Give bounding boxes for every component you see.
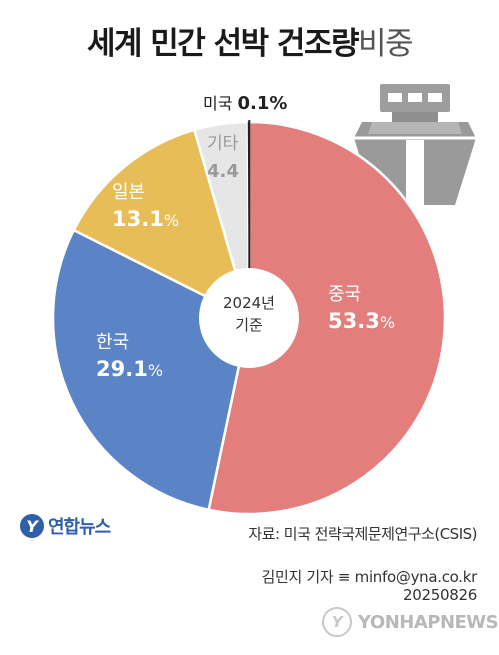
logo-text: 연합뉴스 (48, 513, 110, 539)
slice-korea-value: 29.1% (96, 357, 163, 381)
credit-block: 김민지 기자 ≡ minfo@yna.co.kr 20250826 (261, 568, 477, 604)
yonhap-logo: Y 연합뉴스 (20, 513, 110, 539)
credit-author: 김민지 기자 ≡ minfo@yna.co.kr (261, 568, 477, 586)
slice-usa-label: 미국 0.1% (203, 93, 287, 114)
slice-china-value: 53.3% (328, 309, 395, 333)
center-label-year: 2024년 (223, 294, 275, 312)
slice-usa-value: 0.1% (238, 93, 288, 114)
watermark: Y YONHAPNEWS (322, 607, 498, 637)
center-label-basis: 기준 (235, 316, 263, 334)
slice-usa-name: 미국 (203, 94, 238, 113)
watermark-text: YONHAPNEWS (358, 612, 498, 633)
slice-japan-name: 일본 (112, 182, 145, 203)
credit-date: 20250826 (261, 586, 477, 604)
slice-china-name: 중국 (328, 284, 361, 305)
logo-mark: Y (20, 514, 44, 538)
source-note: 자료: 미국 전략국제문제연구소(CSIS) (248, 523, 477, 544)
slice-korea-name: 한국 (96, 332, 129, 353)
slice-other-value: 4.4 (207, 161, 239, 182)
watermark-mark: Y (322, 607, 352, 637)
slice-japan-value: 13.1% (112, 207, 179, 231)
slice-other-name: 기타 (207, 134, 239, 154)
